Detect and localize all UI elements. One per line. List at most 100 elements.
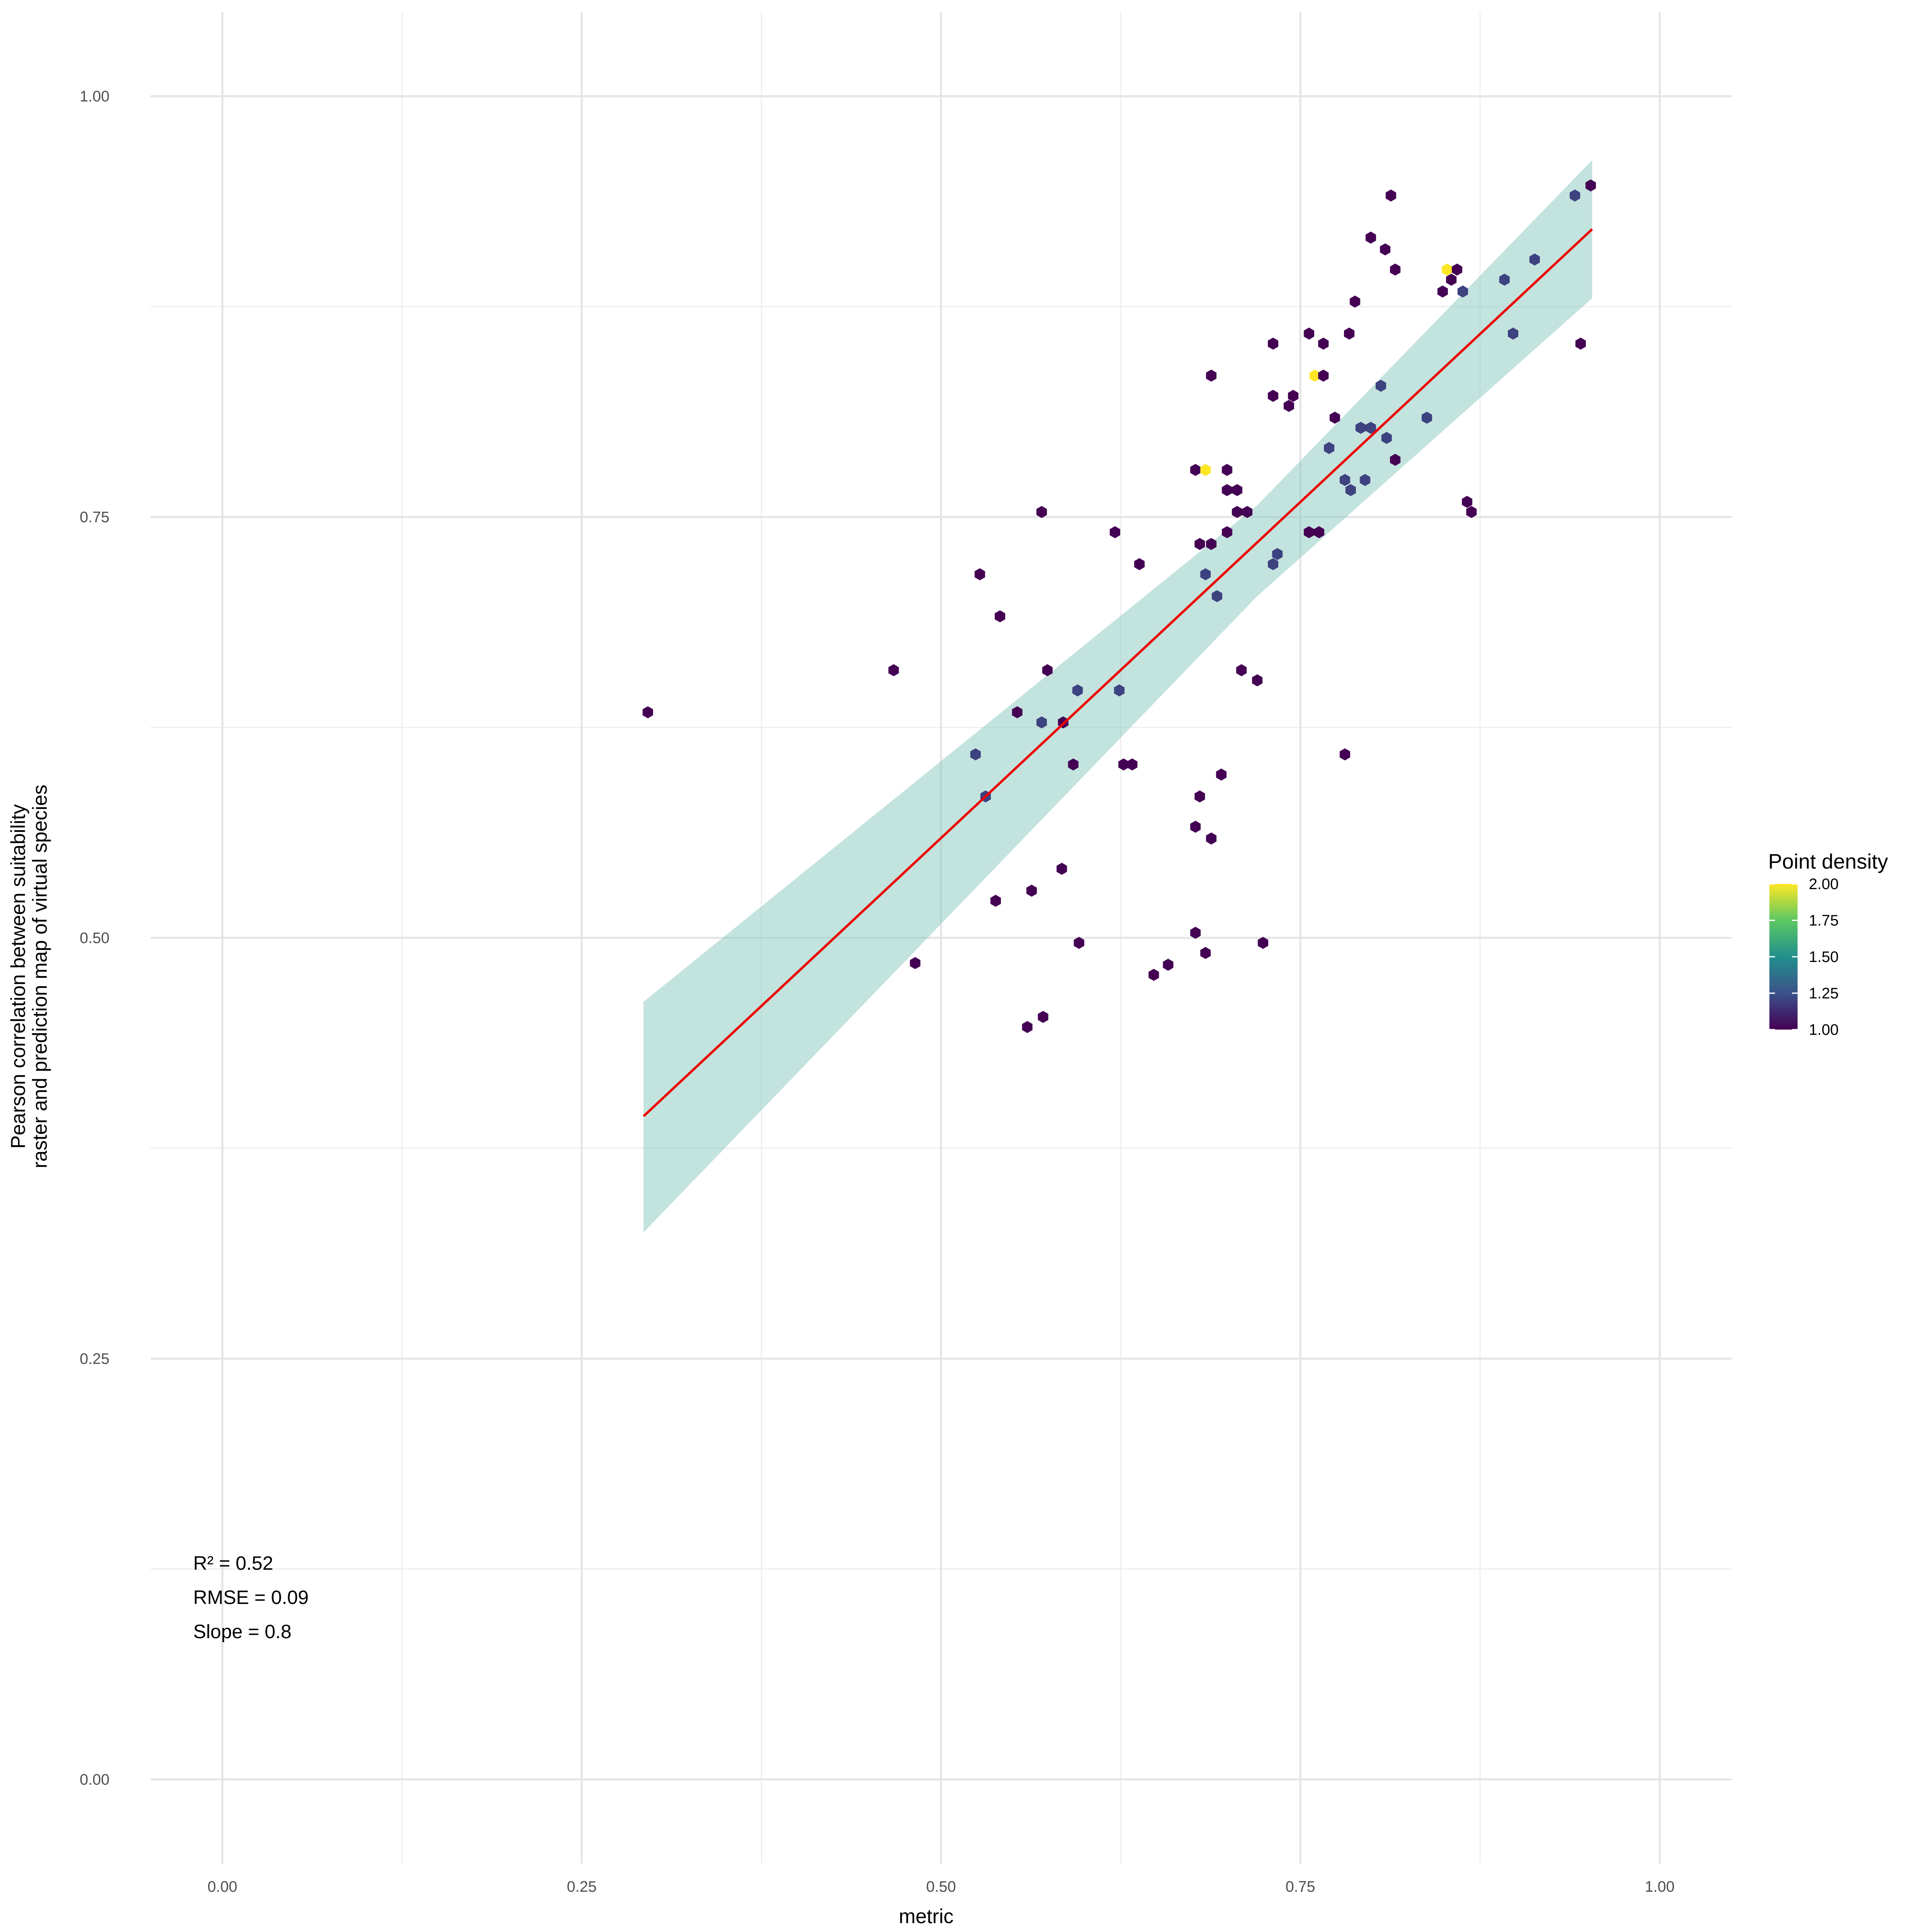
density-hex-point	[1272, 548, 1283, 560]
density-hex-point	[1375, 380, 1386, 392]
y-tick-label: 0.25	[80, 1350, 109, 1367]
legend-tick-label: 1.00	[1809, 1022, 1839, 1038]
density-hex-point	[1038, 1011, 1049, 1023]
density-hex-point	[1360, 474, 1371, 486]
density-hex-point	[1390, 454, 1401, 466]
density-hex-point	[1190, 821, 1201, 833]
density-hex-point	[1236, 664, 1247, 677]
density-hex-point	[1442, 263, 1452, 276]
y-tick-label: 1.00	[80, 88, 109, 105]
colorbar-legend: Point density 2.00 1.75 1.50 1.25 1.00	[1768, 850, 1888, 1038]
density-hex-point	[1222, 526, 1232, 539]
density-hex-point	[1257, 937, 1268, 949]
density-hex-point	[1232, 484, 1243, 496]
density-hex-point	[1314, 526, 1325, 539]
y-axis-title: Pearson correlation between suitability …	[7, 784, 51, 1168]
r-squared-label: R² = 0.52	[193, 1553, 273, 1574]
y-tick-label: 0.50	[80, 930, 109, 947]
density-hex-point	[1284, 400, 1294, 412]
density-hex-point	[1212, 590, 1222, 603]
x-tick-label: 1.00	[1645, 1878, 1674, 1895]
grid	[151, 12, 1732, 1864]
density-hex-point	[642, 706, 653, 718]
density-hex-point	[1365, 421, 1376, 434]
density-hex-point	[1340, 474, 1350, 486]
density-hex-point	[888, 664, 899, 677]
confidence-band-layer	[643, 160, 1592, 1232]
density-hex-point	[970, 748, 981, 761]
y-tick-label: 0.00	[80, 1771, 109, 1788]
density-hex-point	[974, 568, 985, 580]
density-hex-point	[1569, 189, 1580, 202]
density-hex-point	[1288, 390, 1298, 402]
density-hex-point	[995, 610, 1005, 623]
density-hex-point	[1022, 1021, 1033, 1033]
density-hex-point	[1073, 937, 1084, 949]
density-hex-point	[1422, 411, 1432, 424]
legend-title: Point density	[1768, 850, 1888, 873]
density-hex-point	[1036, 506, 1047, 518]
density-hex-point	[1148, 969, 1159, 981]
density-hex-point	[1057, 863, 1067, 875]
density-hex-point	[1200, 464, 1211, 476]
legend-tick-label: 2.00	[1809, 876, 1839, 893]
density-hex-point	[1508, 327, 1519, 340]
density-hex-point	[1026, 884, 1037, 897]
density-hex-point	[1385, 189, 1396, 202]
density-hex-point	[1304, 526, 1315, 539]
x-tick-label: 0.75	[1286, 1878, 1315, 1895]
density-hex-point	[1499, 273, 1510, 286]
rmse-label: RMSE = 0.09	[193, 1587, 309, 1608]
density-hex-point	[1267, 558, 1278, 570]
density-hex-point	[1380, 243, 1391, 256]
y-axis-title-line-2: raster and prediction map of virtual spe…	[29, 784, 51, 1168]
legend-tick-label: 1.75	[1809, 912, 1839, 929]
density-hex-point	[1350, 295, 1360, 308]
points-layer	[642, 179, 1596, 1033]
density-hex-point	[1206, 369, 1217, 382]
density-hex-point	[1365, 231, 1376, 244]
density-hex-point	[1390, 263, 1401, 276]
density-hex-point	[1232, 506, 1243, 518]
density-hex-point	[1575, 337, 1586, 350]
slope-label: Slope = 0.8	[193, 1621, 291, 1643]
density-hex-point	[1118, 758, 1129, 771]
density-hex-point	[1206, 832, 1217, 845]
density-hex-point	[1267, 390, 1278, 402]
legend-tick-label: 1.50	[1809, 949, 1839, 966]
regression-line-layer	[642, 228, 1593, 1117]
x-tick-label: 0.50	[926, 1878, 956, 1895]
density-hex-point	[1127, 758, 1137, 771]
x-axis-title: metric	[899, 1905, 954, 1928]
density-hex-point	[1200, 568, 1211, 580]
legend-tick-label: 1.25	[1809, 985, 1839, 1002]
x-axis-tick-labels: 0.00 0.25 0.50 0.75 1.00	[208, 1878, 1675, 1895]
density-hex-point	[1355, 421, 1366, 434]
density-hex-point	[1381, 432, 1392, 444]
density-hex-point	[1304, 327, 1315, 340]
x-tick-label: 0.25	[567, 1878, 597, 1895]
density-hex-point	[1267, 337, 1278, 350]
density-hex-point	[1222, 484, 1232, 496]
density-hex-point	[990, 895, 1001, 907]
density-hex-point	[1012, 706, 1023, 718]
density-hex-point	[1529, 253, 1540, 266]
density-hex-point	[910, 957, 921, 969]
density-hex-point	[1042, 664, 1053, 677]
density-hex-point	[1324, 442, 1335, 454]
x-tick-label: 0.00	[208, 1878, 237, 1895]
density-hex-point	[1462, 495, 1472, 508]
confidence-band	[643, 160, 1592, 1232]
density-hex-point	[1190, 927, 1201, 939]
density-hex-point	[1134, 558, 1145, 570]
density-hex-point	[1163, 958, 1174, 971]
density-hex-point	[1344, 327, 1355, 340]
density-hex-point	[1242, 506, 1253, 518]
density-hex-point	[1068, 758, 1079, 771]
density-hex-point	[1206, 538, 1217, 550]
density-hex-point	[1446, 273, 1457, 286]
density-hex-point	[1466, 506, 1477, 518]
density-hex-point	[1222, 464, 1232, 476]
density-hex-point	[1452, 263, 1462, 276]
